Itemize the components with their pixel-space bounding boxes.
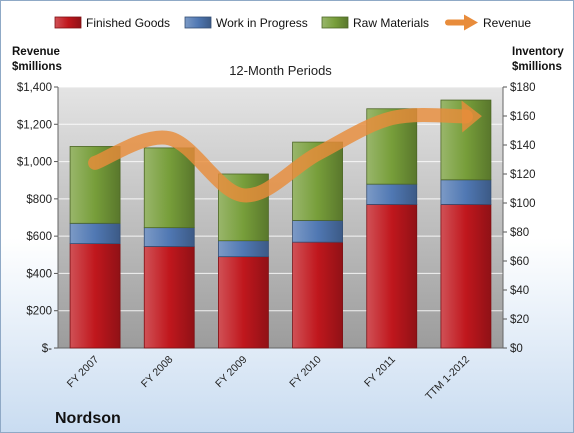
- bar-work-in-progress: [69, 222, 121, 245]
- legend-label: Raw Materials: [353, 16, 429, 30]
- right-tick-label: $100: [510, 198, 536, 210]
- bar-finished-goods: [366, 204, 418, 349]
- left-tick-label: $800: [26, 194, 52, 206]
- right-tick-label: $0: [510, 343, 523, 355]
- bar-finished-goods: [143, 246, 195, 349]
- chart-title: 12-Month Periods: [229, 63, 332, 78]
- x-tick-label: FY 2010: [287, 354, 324, 391]
- right-tick-label: $180: [510, 82, 536, 94]
- right-tick-label: $160: [510, 111, 536, 123]
- right-axis-label: $millions: [512, 61, 562, 73]
- plot-area: [58, 87, 503, 348]
- company-name: Nordson: [55, 410, 121, 427]
- legend-swatch-finished-goods: [54, 16, 82, 29]
- bar-finished-goods: [69, 243, 121, 349]
- x-tick-label: TTM 1-2012: [423, 354, 472, 403]
- right-tick-label: $120: [510, 169, 536, 181]
- bar-finished-goods: [440, 204, 492, 349]
- left-tick-label: $600: [26, 231, 52, 243]
- right-tick-label: $60: [510, 256, 529, 268]
- right-tick-label: $20: [510, 314, 529, 326]
- legend-label: Revenue: [483, 16, 531, 30]
- bar-work-in-progress: [292, 219, 343, 243]
- x-tick-label: FY 2009: [213, 354, 250, 391]
- legend-label: Finished Goods: [86, 16, 170, 30]
- left-axis-label: Revenue: [12, 46, 60, 58]
- right-tick-label: $40: [510, 285, 529, 297]
- bar-work-in-progress: [366, 183, 418, 205]
- legend-swatch-work-in-progress: [184, 16, 212, 29]
- left-axis-label: $millions: [12, 61, 62, 73]
- left-tick-label: $200: [26, 306, 52, 318]
- right-axis-label: Inventory: [512, 46, 564, 58]
- legend-swatch-revenue-arrowhead: [464, 14, 478, 31]
- x-tick-label: FY 2008: [139, 354, 176, 391]
- revenue-arrowhead: [461, 100, 482, 133]
- bar-work-in-progress: [143, 227, 195, 247]
- x-tick-label: FY 2011: [362, 354, 398, 390]
- left-tick-label: $1,400: [17, 82, 52, 94]
- right-tick-label: $140: [510, 140, 536, 152]
- bar-work-in-progress: [440, 179, 492, 205]
- legend-swatch-raw-materials: [321, 16, 349, 29]
- x-tick-label: FY 2007: [65, 354, 102, 391]
- left-tick-label: $400: [26, 268, 52, 280]
- bar-work-in-progress: [218, 240, 269, 258]
- right-tick-label: $80: [510, 227, 529, 239]
- left-tick-label: $1,200: [17, 119, 52, 131]
- legend-label: Work in Progress: [216, 16, 308, 30]
- bar-finished-goods: [292, 241, 343, 349]
- bar-raw-materials: [143, 147, 195, 229]
- bar-finished-goods: [218, 256, 269, 349]
- left-tick-label: $-: [42, 343, 52, 355]
- revenue-line: [88, 107, 473, 203]
- left-tick-label: $1,000: [17, 157, 52, 169]
